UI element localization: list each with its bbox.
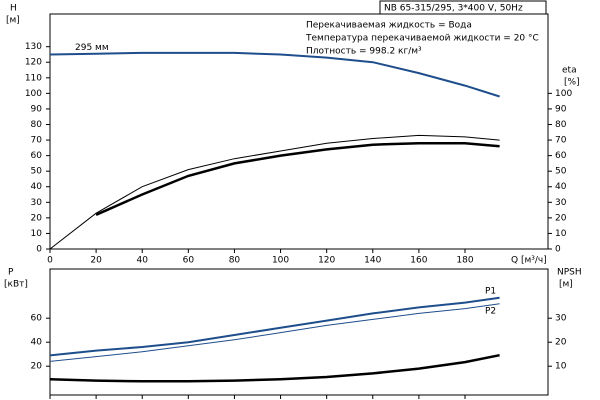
info-temperature: Температура перекачиваемой жидкости = 20… [305,34,539,44]
y-tick-label: 50 [31,167,43,177]
y-tick-label: 30 [31,198,43,208]
x-axis-label: Q [м³/ч] [511,256,547,266]
series-line [49,303,500,362]
info-liquid: Перекачиваемая жидкость = Вода [306,21,472,31]
series-label: P1 [485,286,496,296]
y2-tick-label: 100 [555,89,572,99]
y2-tick-label: 0 [555,245,561,255]
y-tick-label: 60 [31,314,43,324]
series-line [95,141,500,216]
x-tick-label: 120 [318,256,335,266]
x-tick-label: 60 [183,256,195,266]
y2-tick-label: 20 [555,213,567,223]
y-axis-label: H [10,4,17,14]
y-tick-label: 40 [31,182,43,192]
x-tick-label: 0 [47,256,53,266]
y-tick-label: 80 [31,120,43,130]
y-tick-label: 130 [25,42,42,52]
x-tick-label: 40 [136,256,148,266]
series-line [49,134,500,250]
info-density: Плотность = 998.2 кг/м³ [306,47,422,57]
y2-axis-label: eta [562,66,577,76]
series-label: P2 [485,306,496,316]
y2-tick-label: 20 [555,338,567,348]
y2-tick-label: 30 [555,314,567,324]
y-axis-label: P [8,268,14,278]
y2-tick-label: 50 [555,167,567,177]
y2-tick-label: 80 [555,120,567,130]
y2-axis-unit: [%] [564,78,580,88]
y2-tick-label: 40 [555,182,567,192]
y2-tick-label: 70 [555,136,567,146]
series-line [49,51,500,98]
y-tick-label: 70 [31,136,43,146]
y2-tick-label: 10 [555,229,567,239]
x-tick-label: 180 [456,256,473,266]
y-tick-label: 0 [36,245,42,255]
y-tick-label: 10 [31,229,43,239]
y2-axis-label: NPSH [557,268,582,278]
x-tick-label: 20 [90,256,102,266]
y-tick-label: 90 [31,104,43,114]
y-axis-unit: [м] [6,16,20,26]
y-axis-unit: [кВт] [4,280,28,290]
y-tick-label: 40 [31,338,43,348]
y-tick-label: 20 [31,213,43,223]
x-tick-label: 140 [364,256,381,266]
series-line [49,296,500,357]
x-tick-label: 80 [229,256,241,266]
y2-tick-label: 60 [555,151,567,161]
y2-tick-label: 90 [555,104,567,114]
y-tick-label: 120 [25,58,42,68]
y-tick-label: 20 [31,362,43,372]
series-line [49,353,500,383]
pump-name: NB 65-315/295, 3*400 V, 50Hz [384,4,523,14]
x-tick-label: 100 [272,256,289,266]
y-tick-label: 100 [25,89,42,99]
plot-frame [49,13,549,250]
y2-tick-label: 10 [555,362,567,372]
x-tick-label: 160 [410,256,427,266]
plot-frame [49,268,549,396]
series-label: 295 мм [75,43,109,53]
y-tick-label: 110 [25,73,42,83]
y-tick-label: 60 [31,151,43,161]
y2-axis-unit: [м] [559,280,573,290]
y2-tick-label: 30 [555,198,567,208]
